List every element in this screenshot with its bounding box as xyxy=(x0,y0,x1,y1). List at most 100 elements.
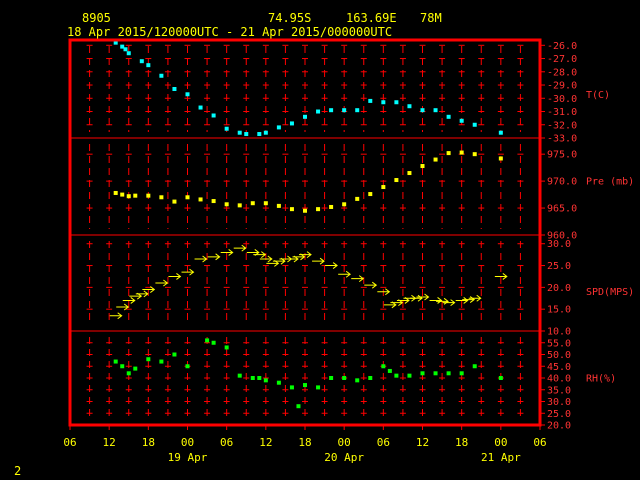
wind-arrow xyxy=(207,253,221,261)
temp-point xyxy=(211,113,216,118)
temp-point xyxy=(316,109,321,114)
temp-y-tick-label: -26.0 xyxy=(547,41,577,52)
pres-point xyxy=(446,151,451,156)
rh-point xyxy=(355,378,360,383)
wind-arrow xyxy=(168,273,182,280)
rh-point xyxy=(250,376,255,380)
temp-point xyxy=(329,108,334,113)
wind-y-tick-label: 30.0 xyxy=(547,239,571,250)
pres-point xyxy=(420,164,425,169)
wind-arrow xyxy=(299,251,312,259)
temp-point xyxy=(113,40,118,45)
wind-arrow xyxy=(429,297,443,304)
wind-arrow xyxy=(259,255,273,263)
temp-point xyxy=(381,100,386,105)
marks-layer xyxy=(109,40,508,409)
x-tick-label: 18 xyxy=(298,436,311,449)
wind-arrow xyxy=(377,288,391,296)
rh-point xyxy=(276,380,281,385)
wind-arrow xyxy=(155,279,169,287)
pres-point xyxy=(263,201,268,206)
wind-arrow xyxy=(442,299,456,307)
rh-y-tick-label: 30.0 xyxy=(547,397,571,408)
temp-point xyxy=(139,59,144,64)
x-tick-label: 00 xyxy=(494,436,507,449)
pres-point xyxy=(407,171,412,176)
x-tick-label: 00 xyxy=(181,436,194,449)
temp-point xyxy=(146,63,151,68)
temp-y-tick-label: -32.0 xyxy=(547,120,577,131)
temp-point xyxy=(257,132,262,137)
rh-point xyxy=(296,404,301,409)
rh-point xyxy=(185,364,190,369)
rh-y-tick-label: 50.0 xyxy=(547,350,571,361)
date-label: 21 Apr xyxy=(481,451,521,464)
temp-y-tick-label: -27.0 xyxy=(547,54,577,65)
temp-point xyxy=(433,108,438,113)
rh-point xyxy=(472,364,477,369)
rh-y-tick-label: 55.0 xyxy=(547,338,571,349)
wind-arrow xyxy=(325,262,338,269)
temp-point xyxy=(120,44,125,49)
rh-point xyxy=(205,338,210,343)
pres-point xyxy=(381,185,386,190)
wind-arrow xyxy=(122,297,136,304)
rh-point xyxy=(211,340,216,345)
pres-point xyxy=(368,192,373,197)
pres-y-tick-label: 965.0 xyxy=(547,204,577,215)
x-tick-label: 18 xyxy=(142,436,155,449)
temp-y-tick-label: -28.0 xyxy=(547,67,577,78)
rh-point xyxy=(303,383,307,388)
rh-point xyxy=(263,378,268,383)
pres-point xyxy=(198,197,203,202)
wind-label: SPD(MPS) xyxy=(586,287,634,298)
wind-y-tick-label: 10.0 xyxy=(547,327,571,338)
latitude: 74.95S xyxy=(268,11,311,25)
rh-point xyxy=(459,371,464,376)
pres-point xyxy=(303,208,307,213)
temp-y-tick-label: -29.0 xyxy=(547,81,577,92)
wind-arrow xyxy=(462,296,476,303)
pres-point xyxy=(159,195,164,200)
pres-point xyxy=(342,202,347,207)
rh-y-tick-label: 45.0 xyxy=(547,362,571,373)
pres-point xyxy=(355,196,360,201)
rh-point xyxy=(133,366,138,371)
pres-point xyxy=(185,195,190,200)
pres-label: Pre (mb) xyxy=(586,177,634,188)
temp-point xyxy=(172,87,177,91)
elevation: 78M xyxy=(420,11,442,25)
rh-point xyxy=(120,364,125,369)
wind-y-tick-label: 20.0 xyxy=(547,283,571,294)
rh-point xyxy=(146,357,151,362)
pres-point xyxy=(276,203,281,208)
rh-y-tick-label: 40.0 xyxy=(547,374,571,385)
wind-arrow xyxy=(338,270,352,278)
rh-point xyxy=(224,345,229,350)
temp-point xyxy=(368,98,373,103)
pres-point xyxy=(146,193,151,198)
x-tick-label: 06 xyxy=(220,436,233,449)
wind-arrow xyxy=(109,312,123,320)
temp-y-tick-label: -30.0 xyxy=(547,94,577,105)
date-label: 19 Apr xyxy=(168,451,208,464)
rh-point xyxy=(113,359,118,364)
rh-point xyxy=(289,385,294,390)
temp-point xyxy=(420,108,425,113)
rh-point xyxy=(420,371,425,376)
rh-y-tick-label: 35.0 xyxy=(547,385,571,396)
time-period: 18 Apr 2015/120000UTC - 21 Apr 2015/0000… xyxy=(67,25,392,39)
pres-point xyxy=(172,199,177,204)
pres-point xyxy=(224,202,229,207)
rh-point xyxy=(237,373,242,378)
wind-arrow xyxy=(116,303,130,311)
temp-point xyxy=(289,121,294,126)
pres-y-tick-label: 970.0 xyxy=(547,177,577,188)
plot-frame xyxy=(68,38,542,427)
temp-point xyxy=(446,114,451,119)
wind-arrow xyxy=(494,273,508,280)
rh-point xyxy=(381,364,386,369)
pres-point xyxy=(120,192,125,197)
rh-y-tick-label: 25.0 xyxy=(547,409,571,420)
